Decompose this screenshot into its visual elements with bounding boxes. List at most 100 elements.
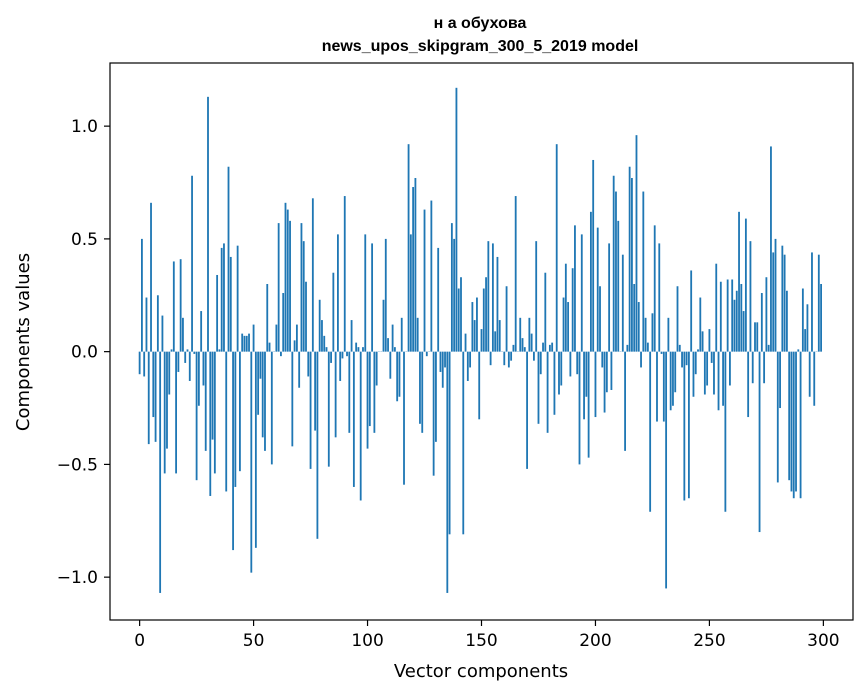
- bar: [439, 351, 442, 372]
- bar: [751, 351, 754, 384]
- bar: [539, 351, 542, 375]
- bar: [530, 333, 533, 352]
- bar: [548, 344, 551, 352]
- bar: [138, 351, 141, 375]
- bar: [733, 299, 736, 352]
- bar: [163, 351, 166, 474]
- bar: [266, 284, 269, 352]
- bar: [462, 351, 465, 535]
- y-axis-ticks: −1.0 −0.5 0.0 0.5 1.0: [57, 117, 110, 588]
- bar: [307, 351, 310, 377]
- bar: [259, 351, 262, 379]
- bar: [790, 351, 793, 492]
- bar: [482, 288, 485, 352]
- bar: [713, 351, 715, 395]
- bar: [797, 349, 800, 352]
- bar: [195, 351, 198, 481]
- bar: [343, 196, 346, 352]
- bar: [457, 288, 460, 352]
- y-tick-label: 0.0: [71, 343, 98, 363]
- bar: [419, 351, 421, 424]
- bar: [218, 349, 221, 352]
- bar: [409, 234, 412, 352]
- bar: [207, 96, 209, 352]
- bar: [583, 351, 585, 420]
- bar: [496, 256, 499, 352]
- bar: [795, 351, 797, 492]
- bar: [533, 351, 535, 361]
- bar: [703, 351, 706, 395]
- bar: [781, 245, 784, 352]
- bar: [225, 351, 228, 492]
- bar: [339, 351, 342, 381]
- bar: [387, 338, 389, 352]
- bar: [362, 347, 364, 352]
- bar: [471, 302, 474, 352]
- bar: [485, 277, 487, 352]
- bar: [526, 351, 528, 469]
- bar: [687, 351, 690, 499]
- bar: [311, 198, 314, 352]
- bar: [587, 351, 590, 458]
- bar: [576, 351, 579, 375]
- bar: [398, 351, 401, 397]
- bar: [204, 351, 207, 451]
- bar: [494, 331, 497, 352]
- bar: [783, 254, 786, 352]
- bar: [640, 351, 642, 368]
- bar: [760, 293, 763, 352]
- bar: [813, 351, 816, 406]
- bar: [286, 209, 289, 352]
- bar: [191, 175, 193, 352]
- bar: [669, 351, 672, 411]
- bar: [200, 311, 203, 352]
- bar: [596, 227, 599, 352]
- bar: [491, 243, 494, 352]
- bar: [188, 351, 191, 381]
- bar: [542, 342, 544, 352]
- bar: [770, 146, 772, 352]
- bar: [610, 351, 613, 390]
- bar: [232, 351, 234, 551]
- bar: [510, 351, 513, 361]
- bar: [202, 351, 205, 386]
- bar: [642, 191, 645, 352]
- bar: [717, 351, 720, 411]
- bar: [615, 191, 617, 352]
- bar: [706, 351, 709, 386]
- bar: [744, 218, 747, 352]
- x-tick-label: 150: [465, 631, 497, 651]
- bar: [635, 135, 638, 352]
- x-axis-label: Vector components: [394, 661, 568, 682]
- x-tick-label: 250: [693, 631, 725, 651]
- bar: [243, 335, 246, 352]
- chart-title: н а обухова: [434, 15, 527, 32]
- bar: [631, 178, 633, 352]
- bar: [150, 202, 152, 352]
- y-tick-label: 0.5: [71, 230, 98, 250]
- bar: [314, 351, 317, 431]
- bar: [248, 333, 250, 352]
- bar: [512, 344, 515, 352]
- bar: [332, 272, 335, 352]
- bar: [193, 351, 196, 354]
- bar: [715, 263, 718, 352]
- bar: [211, 351, 214, 440]
- bar: [170, 349, 173, 352]
- bar: [553, 351, 556, 415]
- bar: [624, 351, 626, 451]
- bar: [227, 166, 230, 352]
- x-tick-label: 100: [351, 631, 383, 651]
- bar: [804, 329, 807, 352]
- bar: [159, 351, 162, 593]
- bar: [453, 238, 456, 352]
- bar: [182, 317, 184, 352]
- bar: [473, 320, 476, 352]
- bar: [626, 344, 629, 352]
- bar: [747, 351, 750, 418]
- bar: [437, 247, 440, 352]
- bar: [375, 351, 378, 386]
- bar: [264, 351, 266, 451]
- bar: [599, 286, 601, 352]
